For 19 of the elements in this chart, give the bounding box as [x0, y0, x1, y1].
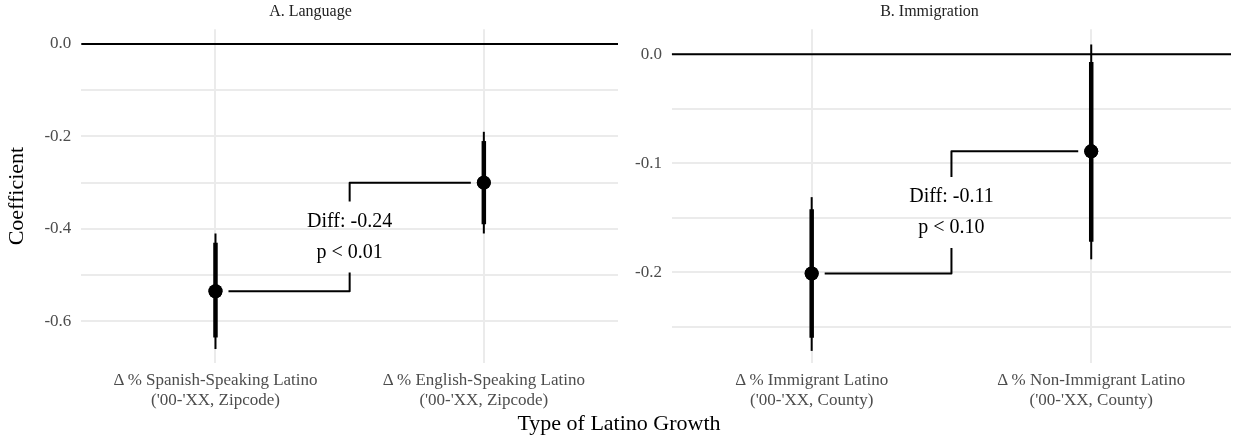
y-tick-label: 0.0 — [640, 43, 662, 63]
x-tick-label: Δ % English-Speaking Latino ('00-'XX, Zipcode) — [382, 370, 585, 409]
annotation: Diff: -0.11 — [909, 184, 994, 207]
y-axis-title: Coefficient — [2, 146, 28, 246]
y-tick-label: 0.0 — [50, 33, 72, 53]
x-tick-label: Δ % Spanish-Speaking Latino ('00-'XX, Zipcode) — [113, 370, 318, 409]
y-tick-label: -0.2 — [634, 261, 662, 281]
y-tick-label: -0.1 — [634, 152, 662, 172]
x-axis-title: Type of Latino Growth — [516, 410, 722, 436]
chart-title: A. Language — [269, 1, 352, 20]
x-tick-label: Δ % Non-Immigrant Latino ('00-'XX, County) — [997, 370, 1186, 409]
annotation: p < 0.10 — [918, 215, 985, 239]
annotation: Diff: -0.24 — [307, 208, 393, 231]
y-tick-label: -0.2 — [44, 125, 72, 145]
y-tick-label: -0.6 — [44, 310, 72, 330]
chart-title: B. Immigration — [880, 1, 979, 20]
x-tick-label: Δ % Immigrant Latino ('00-'XX, County) — [735, 370, 889, 409]
annotation: p < 0.01 — [316, 239, 383, 263]
y-tick-label: -0.4 — [44, 218, 72, 238]
